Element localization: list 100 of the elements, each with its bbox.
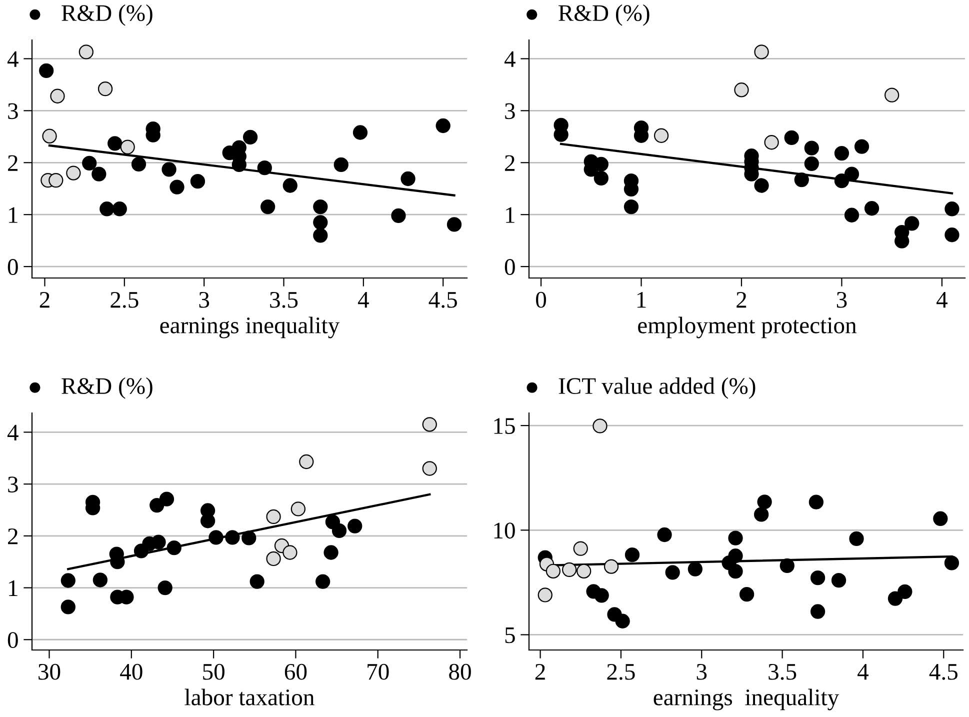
point: [728, 548, 743, 564]
point: [754, 44, 769, 60]
x-axis-title: earnings inequality: [160, 316, 340, 338]
point: [728, 530, 743, 546]
point: [844, 208, 860, 222]
point: [159, 492, 174, 506]
point: [615, 614, 630, 628]
point: [151, 534, 166, 550]
point: [944, 202, 960, 216]
y-tick-label: 1: [506, 207, 514, 223]
point: [624, 199, 639, 214]
y-tick-label: 10: [494, 522, 515, 539]
point: [780, 558, 794, 574]
point: [250, 574, 264, 589]
y-tick-label: 4: [504, 51, 516, 67]
y-tick-label: 0: [504, 259, 515, 275]
point: [546, 564, 561, 578]
point: [92, 572, 108, 588]
x-tick-label: 50: [203, 664, 224, 680]
x-tick-label: 4: [936, 292, 948, 308]
point: [162, 162, 176, 177]
point: [446, 217, 462, 232]
point: [592, 418, 608, 434]
point: [573, 541, 588, 556]
x-tick-label: 1: [637, 292, 646, 308]
x-tick-label: 80: [449, 664, 471, 680]
y-tick-label: 1: [9, 580, 18, 596]
point: [266, 509, 281, 524]
point: [131, 156, 146, 172]
point: [739, 587, 754, 602]
point: [422, 417, 437, 432]
legend-label: R&D (%): [62, 377, 152, 399]
y-tick-label: 15: [494, 418, 515, 434]
point: [933, 511, 948, 526]
x-tick-label: 2.5: [607, 664, 635, 680]
point: [594, 588, 609, 603]
point: [728, 564, 743, 579]
point: [42, 128, 57, 144]
point: [260, 199, 276, 214]
point: [242, 130, 258, 144]
point: [290, 502, 306, 516]
x-tick-label: 3.5: [270, 292, 298, 308]
point: [436, 118, 450, 134]
point: [92, 166, 106, 182]
point: [332, 523, 347, 538]
point: [810, 604, 826, 619]
point: [108, 136, 122, 151]
point: [604, 559, 619, 574]
point: [576, 564, 592, 578]
y-tick-label: 5: [505, 627, 515, 644]
x-axis-title: employment protection: [638, 316, 856, 338]
point: [82, 156, 97, 170]
point: [864, 201, 880, 216]
point: [884, 88, 900, 102]
y-tick-label: 2: [505, 155, 515, 171]
x-tick-label: 30: [38, 664, 60, 680]
point: [316, 574, 330, 589]
point: [334, 157, 348, 172]
point: [100, 202, 114, 216]
point: [831, 573, 846, 588]
x-axis-title: earnings inequality: [654, 688, 840, 710]
y-tick-label: 3: [8, 103, 18, 120]
point: [688, 562, 702, 576]
point: [422, 461, 437, 476]
point: [200, 514, 216, 528]
point: [657, 527, 672, 542]
point: [170, 180, 184, 194]
point: [754, 507, 769, 522]
x-tick-label: 2: [736, 292, 746, 308]
x-tick-label: 3.5: [768, 664, 796, 680]
point: [594, 170, 608, 186]
y-tick-label: 2: [8, 528, 18, 544]
point: [849, 531, 864, 546]
y-tick-label: 3: [8, 476, 18, 492]
point: [120, 140, 135, 154]
point: [804, 140, 819, 156]
point: [166, 540, 182, 556]
point: [225, 530, 240, 545]
x-tick-label: 3: [836, 292, 847, 308]
point: [538, 588, 552, 602]
point: [282, 545, 298, 560]
point: [794, 172, 809, 188]
point: [257, 160, 272, 176]
x-tick-label: 60: [284, 664, 307, 680]
point: [764, 135, 779, 150]
point: [754, 178, 769, 193]
point: [348, 518, 362, 534]
point: [734, 82, 749, 98]
point: [562, 562, 577, 577]
point: [190, 174, 206, 189]
x-tick-label: 4: [358, 292, 369, 308]
point: [282, 178, 298, 193]
point: [352, 125, 368, 140]
x-tick-label: 70: [368, 664, 389, 680]
y-tick-label: 4: [7, 424, 18, 440]
point: [898, 584, 912, 599]
point: [266, 551, 281, 566]
point: [944, 556, 960, 570]
point: [665, 565, 680, 580]
legend-label: R&D (%): [62, 4, 152, 26]
